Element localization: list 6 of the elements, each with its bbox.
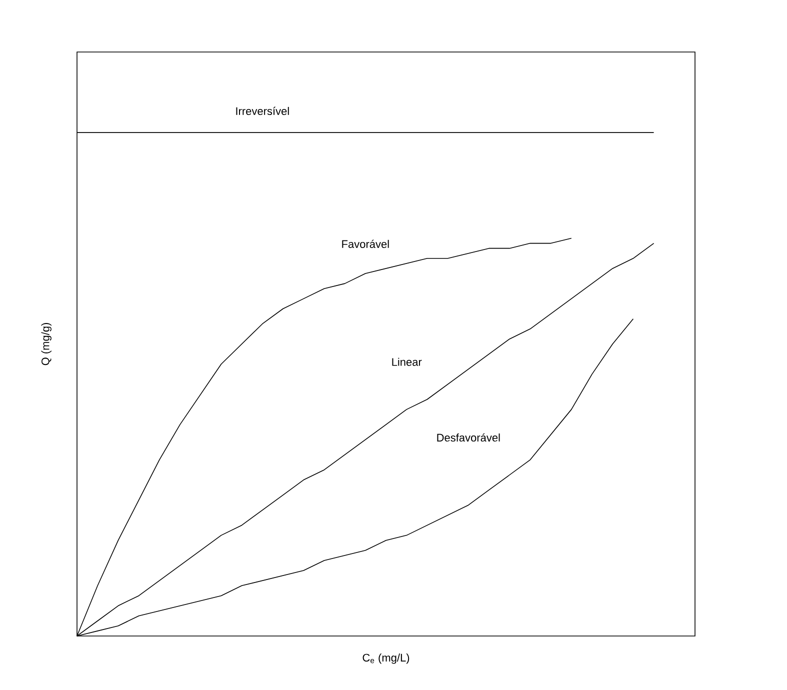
text: Linear — [392, 358, 422, 366]
text: Desfavorável — [437, 433, 500, 442]
series-label: Irreversível — [236, 106, 289, 116]
y-axis-title: Q (mg/g) — [41, 322, 52, 366]
series-label: Favorável — [342, 240, 389, 248]
x-axis-title: C$_{e}$ (mg/L) — [362, 654, 410, 664]
